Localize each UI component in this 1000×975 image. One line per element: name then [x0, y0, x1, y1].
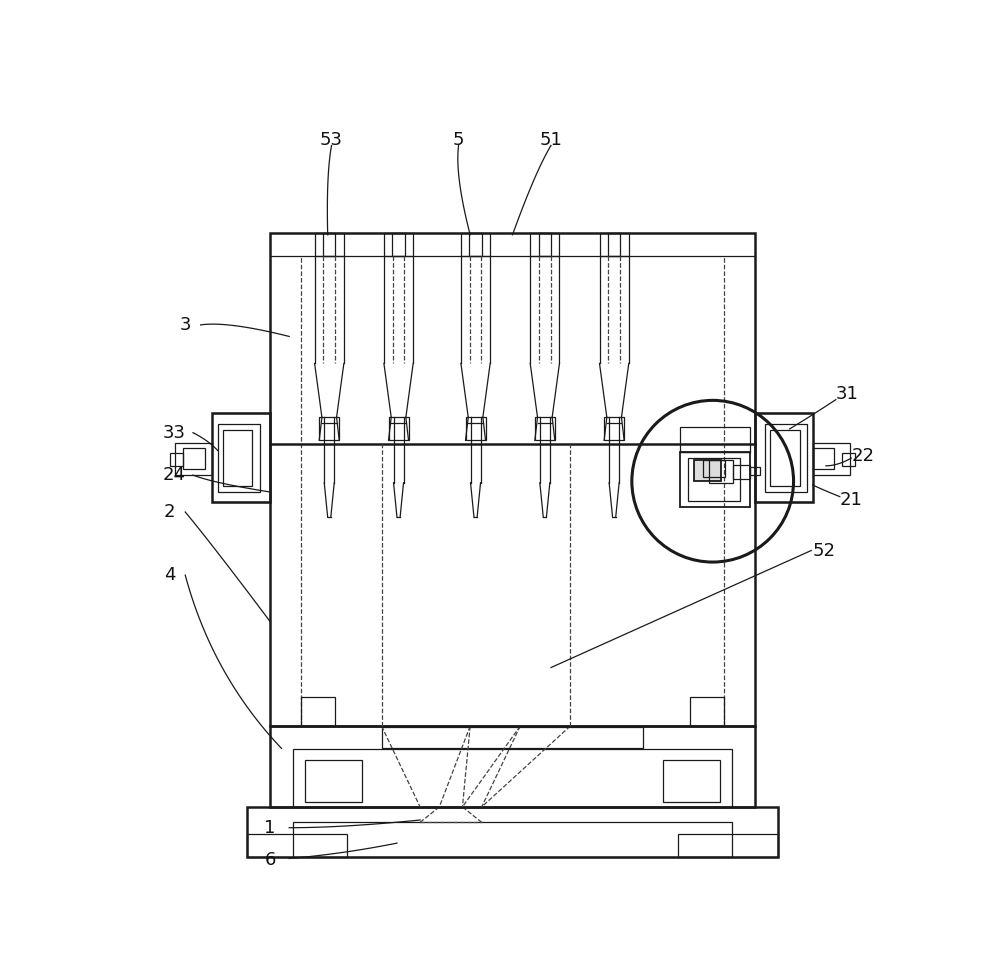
Bar	[293, 822, 732, 857]
Bar	[218, 424, 260, 492]
Bar	[604, 417, 624, 441]
Text: 33: 33	[162, 424, 185, 442]
Text: 4: 4	[164, 566, 176, 584]
Text: 3: 3	[180, 316, 191, 333]
Bar	[469, 233, 482, 255]
Text: 21: 21	[840, 490, 863, 509]
Bar	[170, 452, 183, 466]
Bar	[733, 465, 750, 479]
Bar	[323, 233, 335, 255]
Bar	[530, 233, 559, 255]
Bar	[293, 749, 732, 807]
Text: 52: 52	[813, 541, 836, 560]
Bar	[678, 834, 778, 857]
Bar	[270, 233, 755, 726]
Bar	[688, 458, 740, 501]
Text: 5: 5	[453, 131, 464, 149]
Bar	[319, 417, 339, 441]
Bar	[461, 233, 490, 255]
Bar	[389, 417, 409, 441]
Bar	[175, 443, 212, 475]
Bar	[212, 413, 270, 502]
Bar	[813, 448, 834, 469]
Text: 2: 2	[164, 503, 176, 521]
Bar	[301, 697, 335, 726]
Bar	[466, 417, 486, 441]
Bar	[270, 726, 755, 807]
Text: 1: 1	[264, 819, 276, 837]
Bar	[608, 233, 620, 255]
Bar	[384, 233, 413, 255]
Bar	[842, 452, 855, 466]
Bar	[813, 443, 850, 475]
Bar	[382, 726, 643, 749]
Bar	[392, 233, 405, 255]
Text: 51: 51	[540, 131, 562, 149]
Text: 53: 53	[320, 131, 343, 149]
Bar	[690, 697, 724, 726]
Bar	[663, 760, 720, 802]
Bar	[183, 448, 205, 469]
Bar	[703, 459, 725, 477]
Text: 24: 24	[162, 466, 185, 484]
Text: 31: 31	[836, 385, 859, 404]
Bar	[247, 834, 347, 857]
Text: 6: 6	[264, 851, 276, 869]
Bar	[600, 233, 629, 255]
Bar	[535, 417, 555, 441]
Text: 22: 22	[851, 447, 874, 465]
Bar	[694, 459, 721, 482]
Bar	[765, 424, 807, 492]
Bar	[750, 467, 760, 475]
Bar	[709, 459, 733, 483]
Bar	[315, 233, 344, 255]
Bar	[770, 430, 800, 486]
Bar	[247, 807, 778, 857]
Bar	[680, 427, 750, 452]
Bar	[755, 413, 813, 502]
Bar	[680, 452, 750, 507]
Bar	[539, 233, 551, 255]
Bar	[305, 760, 362, 802]
Bar	[223, 430, 252, 486]
